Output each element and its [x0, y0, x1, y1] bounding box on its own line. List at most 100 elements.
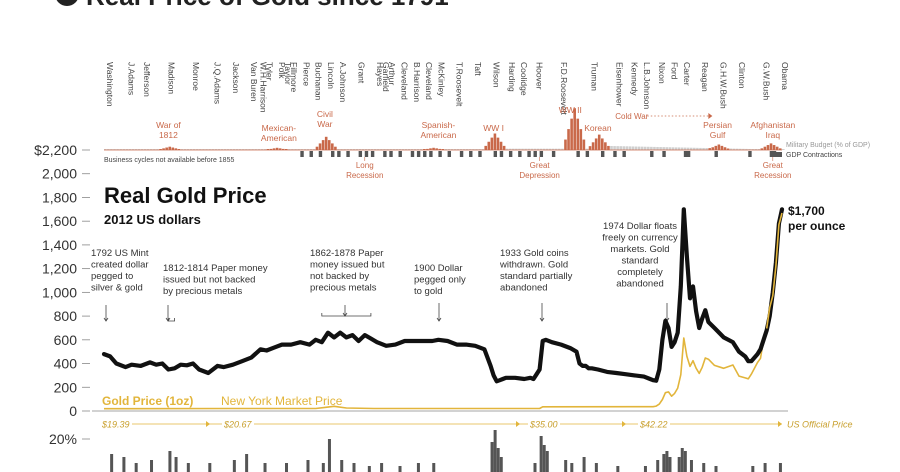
- president-name: F.D.Roosevelt: [559, 62, 569, 116]
- military-budget-bar: [604, 142, 607, 150]
- military-budget-bar: [496, 137, 500, 150]
- lower-bar: [714, 466, 718, 472]
- military-budget-bar: [570, 118, 573, 150]
- military-budget-bar: [775, 146, 779, 150]
- military-budget-bar: [631, 146, 635, 150]
- military-budget-bar: [542, 148, 546, 150]
- military-budget-bar: [782, 149, 785, 150]
- military-budget-bar: [686, 147, 690, 150]
- president-name: Madison: [166, 62, 176, 94]
- military-budget-bar: [128, 149, 132, 150]
- military-budget-bar: [702, 147, 705, 150]
- military-budget-bar: [600, 138, 604, 150]
- military-budget-bar: [165, 147, 168, 150]
- military-budget-bar: [364, 149, 368, 150]
- military-budget-bar: [548, 148, 552, 150]
- military-budget-bar: [269, 148, 273, 150]
- military-budget-bar: [315, 146, 319, 150]
- military-budget-bar: [318, 143, 322, 150]
- gdp-contraction-block: [346, 151, 350, 157]
- gdp-contraction-block: [300, 151, 304, 157]
- military-budget-bar: [561, 148, 564, 150]
- military-budget-bar: [229, 149, 233, 150]
- military-budget-bar: [423, 149, 426, 150]
- military-budget-bar: [594, 138, 598, 150]
- military-budget-bar: [367, 149, 371, 150]
- gdp-contraction-block: [714, 151, 718, 157]
- president-name: A.Johnson: [338, 62, 348, 102]
- military-budget-bar: [585, 148, 589, 150]
- lower-bar: [306, 460, 310, 472]
- military-budget-bar: [214, 149, 218, 150]
- gdp-contraction-block: [438, 151, 442, 157]
- gdp-contraction-block: [518, 151, 522, 157]
- president-name: Obama: [780, 62, 790, 90]
- military-budget-bar: [288, 149, 291, 150]
- president-name: Nixon: [657, 62, 667, 84]
- military-budget-bar: [613, 146, 616, 150]
- military-budget-bar: [778, 148, 782, 150]
- military-budget-bar: [416, 149, 420, 150]
- gdp-contraction-block: [686, 151, 691, 157]
- military-budget-bar: [487, 141, 491, 150]
- military-budget-bar: [429, 148, 432, 150]
- president-name: Jackson: [231, 62, 241, 93]
- gdp-contraction-block: [364, 151, 369, 157]
- annotation-arrowhead-icon: [436, 317, 442, 322]
- gdp-contraction-block: [389, 151, 393, 157]
- military-budget-bar: [499, 141, 503, 150]
- military-budget-bar: [732, 148, 736, 150]
- official-price-label: $42.22: [639, 420, 668, 430]
- lower-bar: [683, 451, 687, 472]
- military-budget-bar: [650, 146, 653, 150]
- nominal-gold-price-tail: [765, 212, 783, 329]
- annotation-bracket: [321, 313, 372, 317]
- president-name: J.Adams: [126, 62, 136, 95]
- lower-bar: [656, 460, 660, 472]
- military-budget-bar: [205, 149, 208, 150]
- gdp-contraction-block: [410, 151, 415, 157]
- military-budget-bar: [435, 148, 438, 150]
- president-name: T.Roosevelt: [455, 62, 465, 107]
- lower-bar: [751, 466, 755, 472]
- military-budget-bar: [122, 149, 126, 150]
- military-budget-bar: [223, 149, 227, 150]
- gdp-contraction-block: [576, 151, 580, 157]
- military-budget-bar: [131, 149, 135, 150]
- military-budget-bar: [370, 149, 374, 150]
- military-budget-bar: [389, 149, 392, 150]
- lower-bar: [702, 463, 706, 472]
- war-label: WW I: [483, 123, 504, 133]
- military-budget-bar: [450, 149, 454, 150]
- military-budget-bar: [355, 149, 359, 150]
- military-budget-bar: [554, 148, 558, 150]
- president-name: Buchanan: [314, 62, 324, 101]
- military-budget-bar: [257, 149, 260, 150]
- military-budget-bar: [766, 145, 770, 150]
- annotation-text: 1900 Dollar pegged only to gold: [414, 263, 466, 297]
- president-name: Jefferson: [142, 62, 152, 97]
- military-budget-bar: [248, 149, 251, 150]
- military-budget-bar: [478, 149, 481, 150]
- gdp-contraction-block: [337, 151, 341, 157]
- lower-bar: [380, 463, 384, 472]
- chart-title: Real Gold Price: [104, 183, 267, 208]
- lower-bar: [416, 463, 420, 472]
- lower-bar: [110, 454, 114, 472]
- military-budget-bar: [401, 149, 405, 150]
- gdp-contraction-block: [527, 151, 531, 157]
- military-budget-bar: [432, 147, 435, 150]
- military-budget-bar: [640, 146, 644, 150]
- military-budget-bar: [153, 149, 156, 150]
- military-budget-bar: [398, 149, 402, 150]
- military-budget-bar: [677, 147, 681, 150]
- military-budget-bar: [352, 149, 356, 150]
- military-budget-bar: [508, 148, 512, 150]
- end-price-sublabel: per ounce: [788, 219, 846, 233]
- military-budget-bar: [551, 148, 555, 150]
- y-tick-label: 1,200: [42, 261, 77, 277]
- military-budget-bar: [610, 145, 613, 150]
- lower-bar: [616, 466, 620, 472]
- gdp-contraction-block: [309, 151, 313, 157]
- president-name: Hoover: [535, 62, 545, 90]
